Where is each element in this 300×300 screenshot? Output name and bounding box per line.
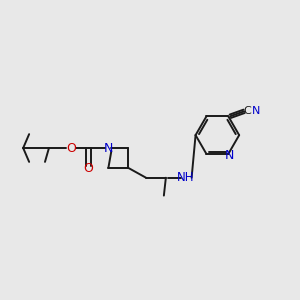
Text: N: N <box>252 106 260 116</box>
Text: N: N <box>104 142 113 154</box>
Text: O: O <box>66 142 76 154</box>
Text: O: O <box>84 162 94 175</box>
Text: N: N <box>225 148 234 161</box>
Text: C: C <box>243 106 251 116</box>
Text: NH: NH <box>177 171 194 184</box>
